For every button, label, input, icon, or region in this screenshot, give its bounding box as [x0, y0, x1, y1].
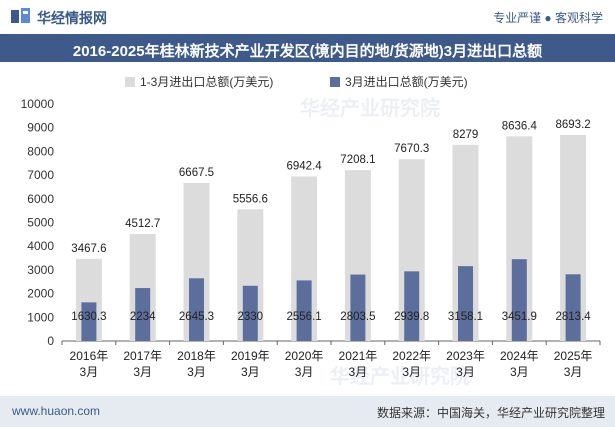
- data-label-month: 2645.3: [179, 311, 214, 323]
- bar-month: [458, 266, 473, 341]
- y-tick-label: 0: [47, 334, 54, 348]
- y-tick-label: 9000: [27, 121, 54, 135]
- x-tick-label-year: 2019年: [231, 349, 270, 363]
- data-label-month: 2330: [238, 311, 264, 323]
- brand-name: 华经情报网: [37, 10, 107, 26]
- top-bar: 华经情报网 专业严谨 ● 客观科学: [0, 0, 615, 34]
- legend-label-total: 1-3月进出口总额(万美元): [140, 75, 274, 89]
- data-label-total: 4512.7: [125, 218, 160, 230]
- data-label-total: 8693.2: [556, 119, 591, 131]
- data-label-month: 3451.9: [502, 311, 537, 323]
- data-source: 数据来源：中国海关，华经产业研究院整理: [376, 406, 605, 420]
- x-tick-label-month: 3月: [402, 365, 421, 379]
- legend-swatch-month: [330, 77, 340, 87]
- x-tick-label-year: 2016年: [70, 349, 109, 363]
- bar-month: [350, 274, 366, 341]
- bar-month: [135, 288, 151, 341]
- y-tick-label: 2000: [27, 287, 54, 301]
- data-label-total: 6667.5: [179, 167, 214, 179]
- y-tick-label: 8000: [27, 144, 54, 158]
- x-tick-label-year: 2017年: [123, 349, 162, 363]
- y-tick-label: 10000: [21, 97, 55, 111]
- legend: 1-3月进出口总额(万美元) 3月进出口总额(万美元): [0, 70, 615, 92]
- tagline: 专业严谨 ● 客观科学: [493, 11, 603, 25]
- x-tick-label-year: 2020年: [285, 349, 324, 363]
- bar-month: [404, 271, 420, 341]
- x-tick-label-month: 3月: [349, 365, 368, 379]
- y-tick-label: 1000: [27, 310, 54, 324]
- y-tick-label: 6000: [27, 192, 54, 206]
- chart-title: 2016-2025年桂林新技术产业开发区(境内目的地/货源地)3月进出口总额: [72, 43, 543, 60]
- x-tick-label-year: 2025年: [554, 349, 593, 363]
- data-label-month: 2813.4: [556, 311, 592, 323]
- bar-month: [565, 274, 581, 341]
- x-tick-label-month: 3月: [187, 365, 206, 379]
- x-tick-label-month: 3月: [241, 365, 260, 379]
- legend-label-month: 3月进出口总额(万美元): [345, 75, 468, 89]
- bar-chart: 0 1000 2000 3000 4000 5000 6000 7000 8000 9000 100…: [21, 97, 601, 379]
- data-label-month: 3158.1: [448, 311, 483, 323]
- data-label-total: 7670.3: [394, 143, 429, 155]
- brand-logo-icon: [11, 8, 30, 23]
- x-tick-label-year: 2023年: [446, 349, 485, 363]
- x-tick-label-month: 3月: [133, 365, 152, 379]
- y-tick-label: 5000: [27, 216, 54, 230]
- data-label-month: 2556.1: [287, 311, 322, 323]
- x-tick-label-year: 2021年: [339, 349, 378, 363]
- data-label-total: 8279: [453, 129, 479, 141]
- bar-month: [511, 259, 527, 341]
- x-tick-label-year: 2022年: [392, 349, 431, 363]
- data-label-month: 2939.8: [394, 311, 429, 323]
- x-tick-label-month: 3月: [295, 365, 314, 379]
- y-tick-label: 4000: [27, 239, 54, 253]
- x-tick-label-month: 3月: [564, 365, 583, 379]
- x-tick-label-year: 2018年: [177, 349, 216, 363]
- watermark-1: 华经产业研究院: [300, 98, 440, 120]
- data-label-total: 7208.1: [340, 154, 375, 166]
- data-label-total: 3467.6: [71, 243, 106, 255]
- data-label-total: 8636.4: [502, 120, 538, 132]
- x-tick-label-month: 3月: [510, 365, 529, 379]
- legend-item-total: 1-3月进出口总额(万美元): [125, 73, 273, 90]
- y-tick-label: 7000: [27, 168, 54, 182]
- data-label-month: 2803.5: [340, 311, 375, 323]
- data-label-month: 1630.3: [71, 311, 106, 323]
- bar-month: [81, 302, 97, 341]
- legend-swatch-total: [125, 77, 135, 87]
- x-tick-label-month: 3月: [80, 365, 99, 379]
- data-label-total: 6942.4: [287, 160, 323, 172]
- y-tick-label: 3000: [27, 263, 54, 277]
- watermark-2: 华经产业研究院: [330, 366, 470, 388]
- data-label-total: 5556.6: [233, 193, 268, 205]
- bar-month: [296, 280, 312, 341]
- footer: www.huaon.com 数据来源：中国海关，华经产业研究院整理: [0, 396, 615, 427]
- legend-item-month: 3月进出口总额(万美元): [330, 73, 468, 90]
- x-tick-label-year: 2024年: [500, 349, 539, 363]
- bar-month: [242, 285, 258, 341]
- bar-month: [189, 278, 204, 341]
- site-url[interactable]: www.huaon.com: [12, 404, 101, 418]
- x-tick-label-month: 3月: [456, 365, 475, 379]
- data-label-month: 2234: [130, 311, 156, 323]
- title-bar: 2016-2025年桂林新技术产业开发区(境内目的地/货源地)3月进出口总额: [0, 34, 615, 62]
